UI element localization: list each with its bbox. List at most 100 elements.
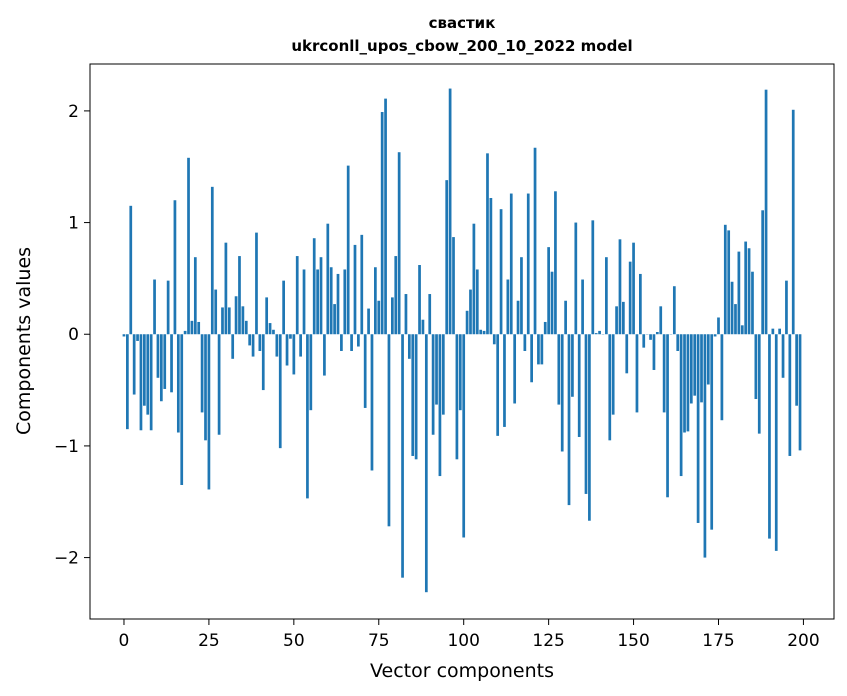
bar bbox=[693, 334, 697, 396]
bar bbox=[751, 271, 754, 335]
bar bbox=[404, 294, 408, 335]
bar bbox=[523, 334, 527, 351]
bar bbox=[625, 334, 629, 374]
bar bbox=[747, 248, 751, 335]
bar bbox=[530, 334, 533, 383]
bar bbox=[248, 334, 252, 346]
bar bbox=[635, 334, 639, 413]
bar bbox=[574, 222, 578, 335]
bar bbox=[234, 296, 238, 335]
bar bbox=[458, 334, 462, 411]
bar bbox=[394, 256, 398, 335]
bar bbox=[672, 286, 676, 335]
bar bbox=[785, 280, 788, 335]
bar bbox=[214, 289, 218, 335]
bar bbox=[370, 334, 374, 471]
bar bbox=[727, 230, 731, 335]
bar bbox=[448, 88, 452, 335]
x-axis-ticks: 0 25 50 75 100 125 150 175 200 bbox=[119, 619, 820, 651]
bar bbox=[788, 334, 792, 456]
bar bbox=[255, 232, 258, 335]
bar bbox=[730, 281, 734, 335]
bar bbox=[615, 306, 618, 335]
bar bbox=[343, 269, 347, 335]
bar bbox=[363, 334, 367, 408]
bar bbox=[506, 279, 510, 335]
bar bbox=[703, 334, 707, 558]
bar bbox=[302, 269, 306, 335]
bar bbox=[309, 334, 313, 411]
plot-frame bbox=[89, 63, 835, 620]
bar bbox=[217, 334, 221, 435]
bar bbox=[122, 334, 126, 337]
bar bbox=[537, 334, 540, 365]
bar bbox=[486, 153, 489, 335]
bar bbox=[326, 223, 330, 335]
bar bbox=[187, 157, 190, 335]
bar bbox=[346, 165, 350, 335]
bar bbox=[622, 301, 625, 335]
bar bbox=[639, 273, 642, 335]
bar bbox=[180, 334, 184, 485]
bar bbox=[374, 267, 377, 335]
bar bbox=[798, 334, 802, 451]
x-tick-label: 50 bbox=[283, 631, 305, 651]
bar bbox=[662, 334, 666, 413]
bar bbox=[207, 334, 211, 490]
bar bbox=[503, 334, 506, 427]
bar bbox=[295, 256, 299, 335]
bar bbox=[159, 334, 163, 402]
bar bbox=[666, 334, 669, 498]
bar bbox=[754, 334, 758, 400]
bar bbox=[550, 271, 554, 335]
bar bbox=[170, 334, 173, 393]
bar bbox=[278, 334, 282, 449]
bar bbox=[431, 334, 435, 435]
bar bbox=[384, 98, 387, 335]
bar bbox=[414, 334, 418, 460]
bar bbox=[591, 220, 595, 335]
bar bbox=[469, 289, 472, 335]
bar bbox=[489, 198, 493, 335]
bar bbox=[710, 334, 714, 530]
bar bbox=[438, 334, 442, 477]
bar bbox=[323, 334, 326, 376]
x-tick-label: 150 bbox=[617, 631, 649, 651]
bar bbox=[737, 251, 741, 335]
x-axis-label: Vector components bbox=[370, 660, 554, 682]
bar bbox=[462, 334, 466, 538]
bar bbox=[421, 319, 425, 335]
bar bbox=[387, 334, 391, 527]
bar bbox=[265, 297, 269, 335]
bar bbox=[768, 334, 771, 539]
bar bbox=[679, 334, 683, 477]
bar bbox=[132, 334, 136, 395]
bar bbox=[193, 257, 197, 335]
bar bbox=[435, 334, 438, 405]
x-tick-label: 100 bbox=[447, 631, 479, 651]
bar bbox=[455, 334, 459, 460]
bar bbox=[499, 209, 503, 335]
bar bbox=[329, 267, 333, 335]
x-tick-label: 25 bbox=[198, 631, 220, 651]
bar bbox=[156, 334, 160, 378]
bar bbox=[520, 257, 523, 335]
bar bbox=[272, 329, 275, 335]
bar bbox=[642, 334, 646, 348]
bar bbox=[153, 279, 156, 335]
chart-title-line2: ukrconll_upos_cbow_200_10_2022 model bbox=[291, 37, 632, 55]
bar bbox=[401, 334, 404, 578]
bar bbox=[244, 320, 248, 335]
bar bbox=[227, 307, 231, 335]
bar bbox=[611, 334, 615, 415]
bar bbox=[720, 334, 724, 421]
bars-group bbox=[122, 88, 802, 593]
x-tick-label: 75 bbox=[368, 631, 390, 651]
bar bbox=[513, 334, 517, 404]
bar bbox=[608, 334, 612, 441]
bar bbox=[424, 334, 428, 593]
bar bbox=[567, 334, 571, 506]
bar bbox=[163, 334, 167, 389]
bar bbox=[350, 334, 353, 351]
bar bbox=[781, 334, 785, 378]
